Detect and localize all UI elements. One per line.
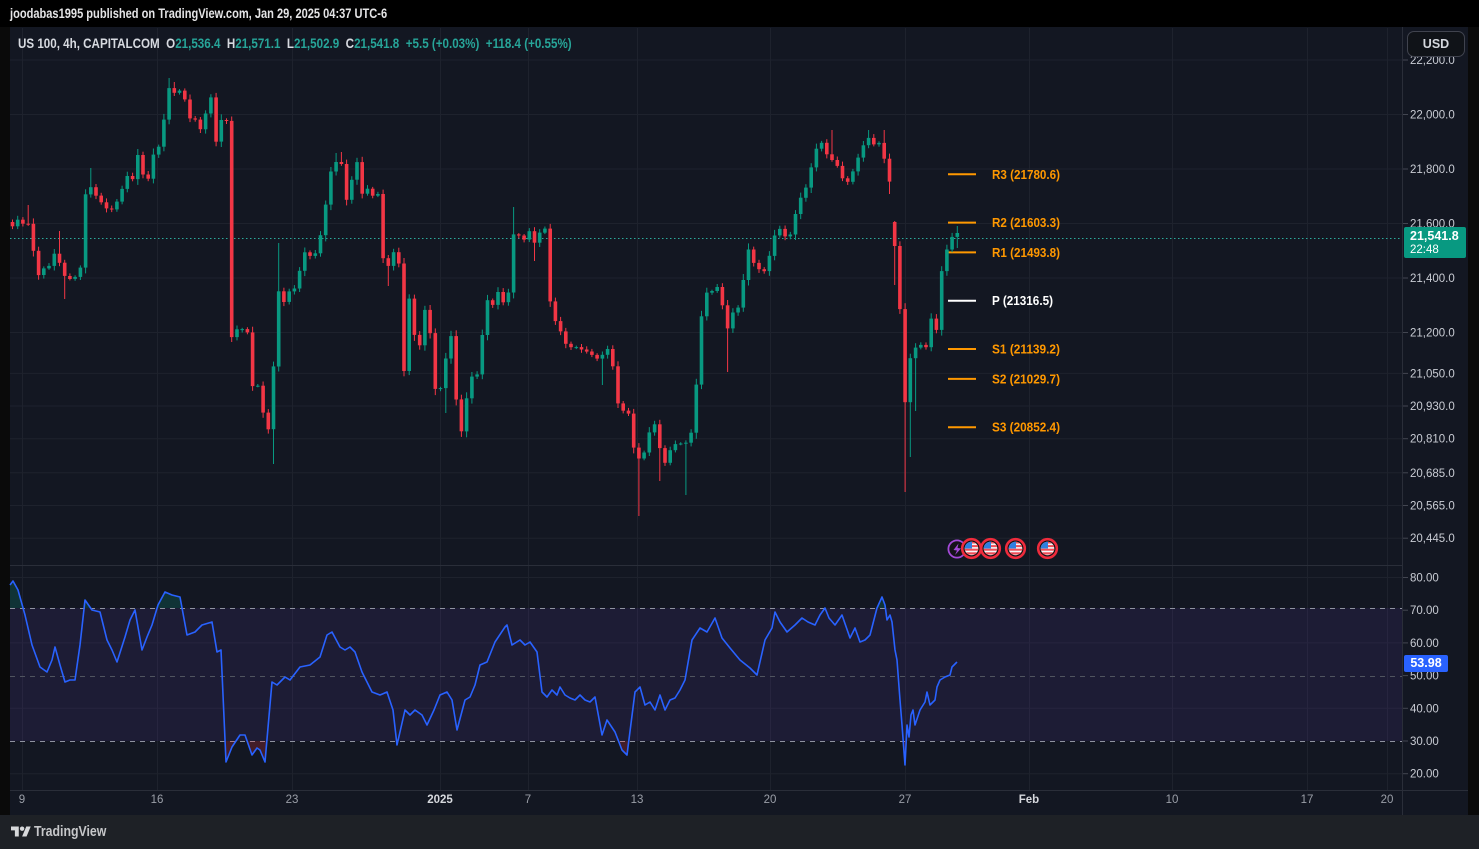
svg-text:22,200.0: 22,200.0 (1410, 55, 1455, 67)
svg-text:7: 7 (525, 794, 531, 806)
svg-text:2025: 2025 (427, 794, 453, 806)
svg-text:13: 13 (631, 794, 644, 806)
svg-text:70.00: 70.00 (1410, 605, 1439, 617)
svg-text:40.00: 40.00 (1410, 703, 1439, 715)
svg-text:R1 (21493.8): R1 (21493.8) (992, 245, 1060, 260)
svg-text:21,800.0: 21,800.0 (1410, 164, 1455, 176)
svg-text:20: 20 (764, 794, 777, 806)
svg-text:S3 (20852.4): S3 (20852.4) (992, 420, 1060, 435)
svg-text:9: 9 (19, 794, 25, 806)
svg-text:20: 20 (1381, 794, 1394, 806)
svg-text:80.00: 80.00 (1410, 573, 1439, 585)
svg-text:20,930.0: 20,930.0 (1410, 401, 1455, 413)
svg-text:20,445.0: 20,445.0 (1410, 533, 1455, 545)
svg-text:21,200.0: 21,200.0 (1410, 328, 1455, 340)
svg-text:17: 17 (1301, 794, 1314, 806)
svg-text:60.00: 60.00 (1410, 638, 1439, 650)
svg-text:R2 (21603.3): R2 (21603.3) (992, 215, 1060, 230)
svg-text:16: 16 (151, 794, 164, 806)
svg-text:30.00: 30.00 (1410, 736, 1439, 748)
svg-text:P (21316.5): P (21316.5) (992, 293, 1053, 308)
svg-text:21,400.0: 21,400.0 (1410, 273, 1455, 285)
svg-text:21,050.0: 21,050.0 (1410, 368, 1455, 380)
svg-text:R3 (21780.6): R3 (21780.6) (992, 167, 1060, 182)
svg-text:50.00: 50.00 (1410, 671, 1439, 683)
svg-text:23: 23 (286, 794, 299, 806)
svg-text:Feb: Feb (1019, 794, 1039, 806)
svg-text:20.00: 20.00 (1410, 769, 1439, 781)
svg-text:10: 10 (1166, 794, 1179, 806)
svg-text:20,565.0: 20,565.0 (1410, 501, 1455, 513)
svg-text:S2 (21029.7): S2 (21029.7) (992, 371, 1060, 386)
svg-text:22,000.0: 22,000.0 (1410, 110, 1455, 122)
svg-text:S1 (21139.2): S1 (21139.2) (992, 342, 1060, 357)
svg-text:27: 27 (899, 794, 912, 806)
svg-text:20,685.0: 20,685.0 (1410, 468, 1455, 480)
svg-text:20,810.0: 20,810.0 (1410, 434, 1455, 446)
